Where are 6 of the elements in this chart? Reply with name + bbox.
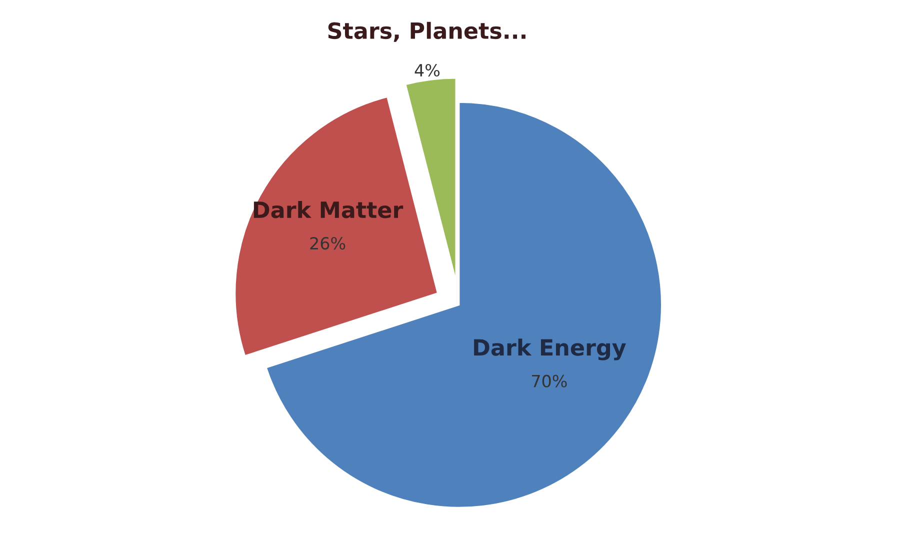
slice-label: Dark Matter	[254, 201, 404, 218]
data-label: 4%	[414, 64, 440, 77]
data-label: 70%	[532, 374, 567, 388]
slice-label: Stars, Planets...	[328, 22, 526, 42]
data-label: 26%	[310, 236, 346, 250]
slice-label: Dark Energy	[474, 338, 626, 360]
